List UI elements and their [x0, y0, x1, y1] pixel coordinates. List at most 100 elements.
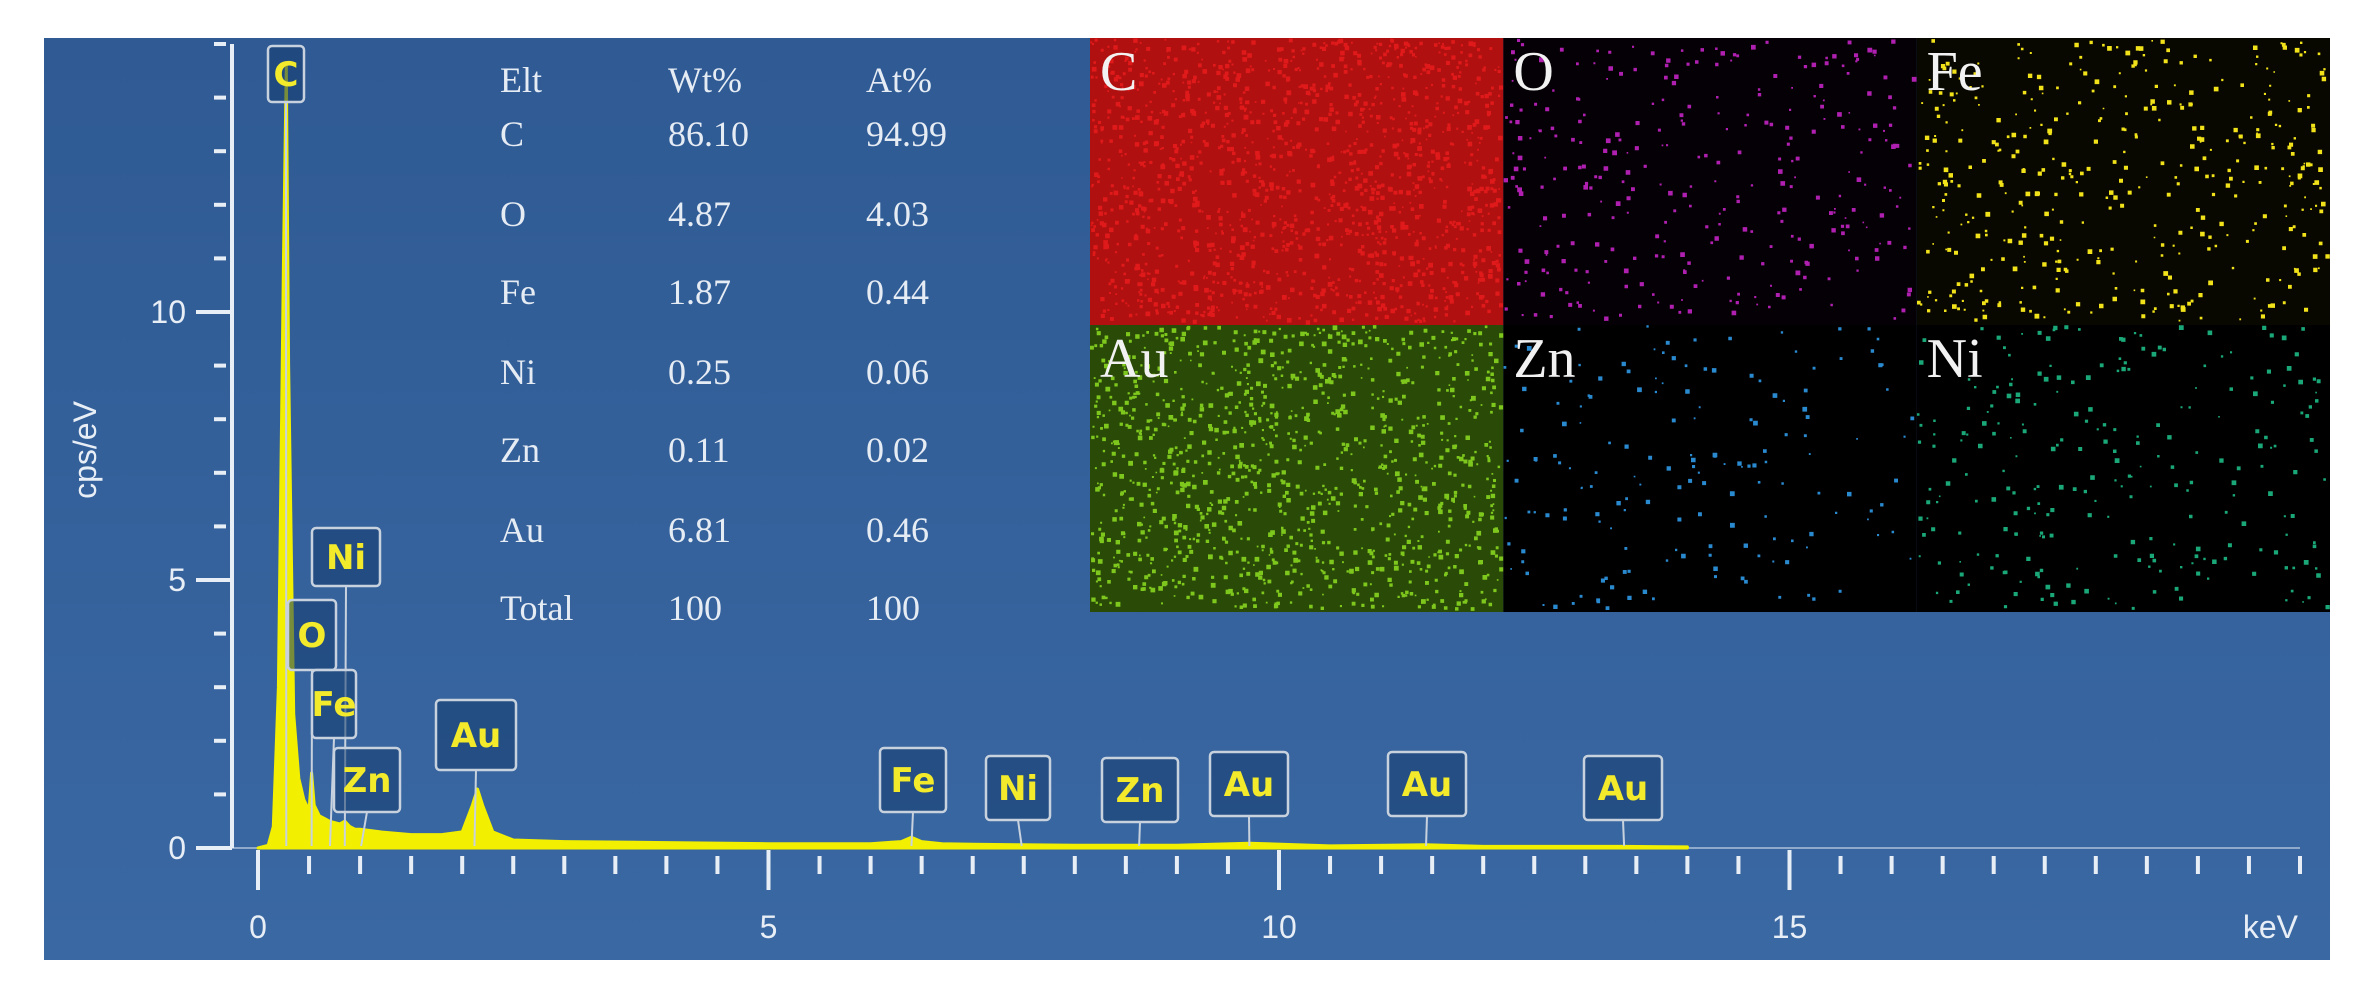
map-label: Ni [1927, 328, 1983, 390]
element-map-au: Au [1090, 325, 1504, 612]
peak-label-box [286, 598, 338, 672]
map-speckles [1917, 39, 2330, 322]
peak-label-fe: Fe [310, 668, 358, 847]
peak-label-box [984, 754, 1052, 822]
table-cell: 0.11 [668, 430, 730, 470]
peak-leader-line [1017, 819, 1023, 847]
table-cell: Au [500, 510, 544, 550]
table-cell: 4.03 [866, 194, 929, 234]
table-cell: 100 [866, 588, 920, 628]
peak-label-box [310, 668, 358, 740]
peak-label-ni: Ni [984, 754, 1052, 847]
element-map-c: C [1090, 38, 1504, 325]
peak-label-text: Au [451, 716, 502, 756]
peak-label-text: Zn [343, 761, 392, 801]
table-header-cell: Wt% [668, 60, 742, 100]
table-header-cell: Elt [500, 60, 542, 100]
y-axis-title: cps/eV [67, 400, 103, 498]
map-label: O [1513, 41, 1553, 103]
table-cell: Zn [500, 430, 540, 470]
composition-table: Elt Wt% At% C 86.10 94.99 O 4.87 4.03 Fe 1.87 0.44 N… [500, 60, 947, 628]
y-tick-label: 10 [150, 294, 186, 330]
peak-label-zn: Zn [1100, 756, 1180, 847]
peak-label-text: Fe [312, 685, 357, 725]
table-cell: Ni [500, 352, 536, 392]
map-speckles [1916, 325, 2330, 610]
peak-label-text: Zn [1116, 771, 1165, 811]
table-cell: Fe [500, 272, 536, 312]
table-cell: 0.25 [668, 352, 731, 392]
x-tick-label: 0 [249, 909, 267, 945]
y-tick-label: 0 [168, 830, 186, 866]
table-cell: 0.46 [866, 510, 929, 550]
peak-leader-line [910, 811, 914, 847]
x-tick-label: 15 [1772, 909, 1808, 945]
y-axis-ticks: 0 5 10 [150, 42, 232, 866]
peak-label-o: O [286, 598, 338, 847]
map-speckles [1090, 38, 1504, 325]
map-background [1916, 325, 2330, 612]
table-cell: Total [500, 588, 573, 628]
peak-label-text: Fe [891, 761, 936, 801]
peak-labels: C Ni O Fe Zn Au Fe Ni Zn Au Au Au [266, 44, 1664, 847]
map-speckles [1090, 325, 1504, 611]
x-axis-title: keV [2243, 909, 2299, 945]
map-label: C [1100, 41, 1137, 103]
table-cell: O [500, 194, 526, 234]
table-cell: 94.99 [866, 114, 947, 154]
peak-label-box [1386, 750, 1468, 818]
peak-leader-line [1425, 815, 1428, 847]
map-background [1503, 325, 1917, 612]
peak-label-au: Au [1582, 754, 1664, 847]
table-cell: 0.06 [866, 352, 929, 392]
peak-label-text: C [274, 55, 299, 95]
table-cell: 0.44 [866, 272, 929, 312]
peak-label-zn: Zn [332, 746, 402, 847]
map-background [1090, 325, 1504, 612]
peak-leader-line [1622, 819, 1626, 847]
peak-label-text: Au [1224, 765, 1275, 805]
peak-label-c: C [266, 44, 306, 847]
peak-leader-line [1138, 821, 1141, 847]
y-tick-label: 5 [168, 562, 186, 598]
eds-spectrum-line [256, 63, 1689, 850]
x-tick-label: 5 [760, 909, 778, 945]
peak-label-au: Au [1208, 750, 1290, 847]
map-label: Au [1100, 328, 1168, 390]
peak-label-box [310, 526, 382, 588]
peak-label-text: Au [1598, 769, 1649, 809]
peak-label-box [1582, 754, 1664, 822]
map-label: Fe [1927, 41, 1983, 103]
peak-label-box [1100, 756, 1180, 824]
map-speckles [1503, 38, 1917, 321]
table-cell: 6.81 [668, 510, 731, 550]
peak-label-text: Ni [326, 538, 366, 578]
x-axis-ticks: 0 5 10 15 [249, 850, 2302, 945]
peak-label-box [434, 698, 518, 772]
peak-label-text: Au [1402, 765, 1453, 805]
map-label: Zn [1513, 328, 1575, 390]
element-map-grid: C O Fe Au Zn Ni [1090, 38, 2330, 612]
peak-leader-line [473, 769, 477, 847]
peak-label-au: Au [434, 698, 518, 847]
map-background [1503, 38, 1917, 325]
element-map-fe: Fe [1916, 38, 2330, 325]
peak-label-box [1208, 750, 1290, 818]
table-cell: 100 [668, 588, 722, 628]
peak-leader-line [360, 811, 368, 847]
peak-label-fe: Fe [878, 746, 948, 847]
x-tick-label: 10 [1261, 909, 1297, 945]
peak-label-text: Ni [998, 769, 1038, 809]
table-cell: 0.02 [866, 430, 929, 470]
peak-label-au: Au [1386, 750, 1468, 847]
table-cell: C [500, 114, 524, 154]
element-map-o: O [1503, 38, 1917, 325]
table-cell: 86.10 [668, 114, 749, 154]
element-map-ni: Ni [1916, 325, 2330, 612]
table-cell: 1.87 [668, 272, 731, 312]
element-map-zn: Zn [1503, 325, 1917, 612]
peak-label-text: O [298, 616, 327, 656]
peak-label-box [878, 746, 948, 814]
peak-label-box [332, 746, 402, 814]
